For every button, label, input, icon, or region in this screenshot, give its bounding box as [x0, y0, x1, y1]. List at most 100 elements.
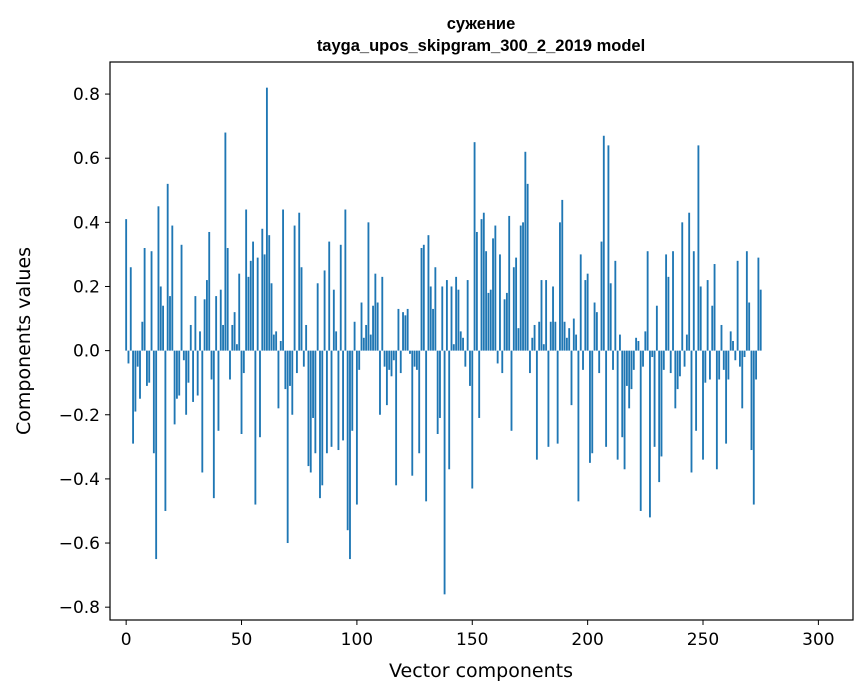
bar-273: [755, 350, 758, 380]
bar-106: [369, 334, 372, 351]
bar-88: [328, 241, 331, 351]
bar-163: [501, 350, 504, 374]
bar-156: [485, 251, 488, 351]
bar-187: [556, 350, 559, 444]
bar-73: [293, 225, 296, 351]
bar-172: [522, 222, 524, 351]
bar-257: [718, 350, 721, 380]
bar-124: [411, 350, 414, 476]
bar-47: [233, 312, 236, 351]
chart-title-line-1: сужение: [447, 15, 516, 33]
bar-159: [492, 238, 494, 351]
bar-1: [127, 350, 130, 364]
bar-54: [249, 260, 252, 351]
bar-213: [616, 350, 619, 460]
bar-63: [270, 283, 273, 351]
bar-140: [448, 350, 451, 470]
bar-235: [667, 276, 670, 351]
bar-127: [418, 350, 421, 454]
plot-frame: [109, 61, 854, 621]
bar-121: [404, 315, 407, 351]
bar-152: [475, 231, 478, 351]
bar-218: [628, 350, 631, 409]
bar-180: [540, 280, 543, 351]
bar-183: [547, 350, 550, 447]
bar-74: [295, 350, 298, 374]
bar-176: [531, 337, 534, 351]
bar-41: [219, 289, 222, 351]
bar-233: [662, 350, 665, 370]
bar-51: [242, 350, 245, 374]
bar-130: [425, 350, 428, 502]
bar-157: [487, 292, 490, 351]
bar-108: [374, 273, 377, 351]
bar-188: [559, 222, 561, 351]
bar-227: [649, 350, 651, 518]
bar-118: [397, 308, 400, 351]
bar-167: [510, 350, 513, 431]
bar-113: [385, 350, 388, 406]
bar-56: [254, 350, 257, 505]
bar-271: [750, 350, 753, 451]
bar-161: [496, 350, 499, 364]
bar-215: [621, 350, 624, 438]
bar-65: [275, 331, 278, 351]
bar-105: [367, 222, 370, 351]
bar-4: [134, 350, 137, 412]
bar-175: [529, 350, 531, 374]
bar-138: [443, 350, 446, 595]
y-tick-label: −0.4: [59, 470, 100, 490]
bar-190: [563, 321, 566, 351]
bar-197: [579, 254, 582, 351]
bar-260: [725, 350, 728, 444]
bar-209: [607, 145, 610, 351]
bar-104: [365, 324, 368, 351]
bar-270: [748, 302, 751, 351]
bar-115: [390, 350, 393, 377]
bar-192: [568, 328, 571, 351]
bar-16: [162, 305, 164, 351]
x-tick-label: 0: [121, 630, 132, 650]
bar-44: [226, 248, 229, 351]
bar-210: [609, 283, 612, 351]
bar-200: [586, 273, 589, 351]
bar-155: [482, 212, 485, 351]
bar-119: [399, 350, 402, 374]
bar-6: [139, 350, 141, 399]
bar-86: [323, 270, 326, 351]
bar-225: [644, 331, 647, 351]
bar-170: [517, 328, 520, 351]
bar-11: [150, 251, 153, 351]
bar-114: [388, 350, 391, 370]
bar-103: [362, 337, 365, 351]
bar-232: [660, 350, 663, 457]
bar-252: [706, 280, 709, 351]
bar-146: [462, 337, 464, 351]
bar-35: [205, 280, 208, 351]
bar-83: [316, 283, 319, 351]
bar-186: [554, 321, 557, 351]
bar-137: [441, 286, 444, 351]
bar-201: [589, 350, 591, 463]
bar-116: [392, 350, 395, 361]
bar-239: [676, 350, 679, 390]
bar-95: [344, 209, 347, 351]
bar-10: [148, 350, 151, 383]
bar-37: [210, 350, 213, 380]
y-tick-label: 0.2: [73, 277, 100, 297]
y-tick-label: 0.6: [73, 149, 100, 169]
bar-226: [646, 251, 649, 351]
bar-7: [141, 321, 144, 351]
bar-131: [427, 235, 430, 351]
bar-82: [314, 350, 317, 454]
bar-39: [215, 296, 218, 351]
bar-102: [360, 302, 363, 351]
bar-259: [722, 350, 725, 370]
bar-38: [212, 350, 215, 499]
bar-60: [263, 254, 266, 351]
bar-20: [171, 225, 174, 351]
y-tick-label: −0.8: [59, 598, 100, 618]
bar-272: [752, 350, 755, 505]
bar-50: [240, 350, 243, 434]
